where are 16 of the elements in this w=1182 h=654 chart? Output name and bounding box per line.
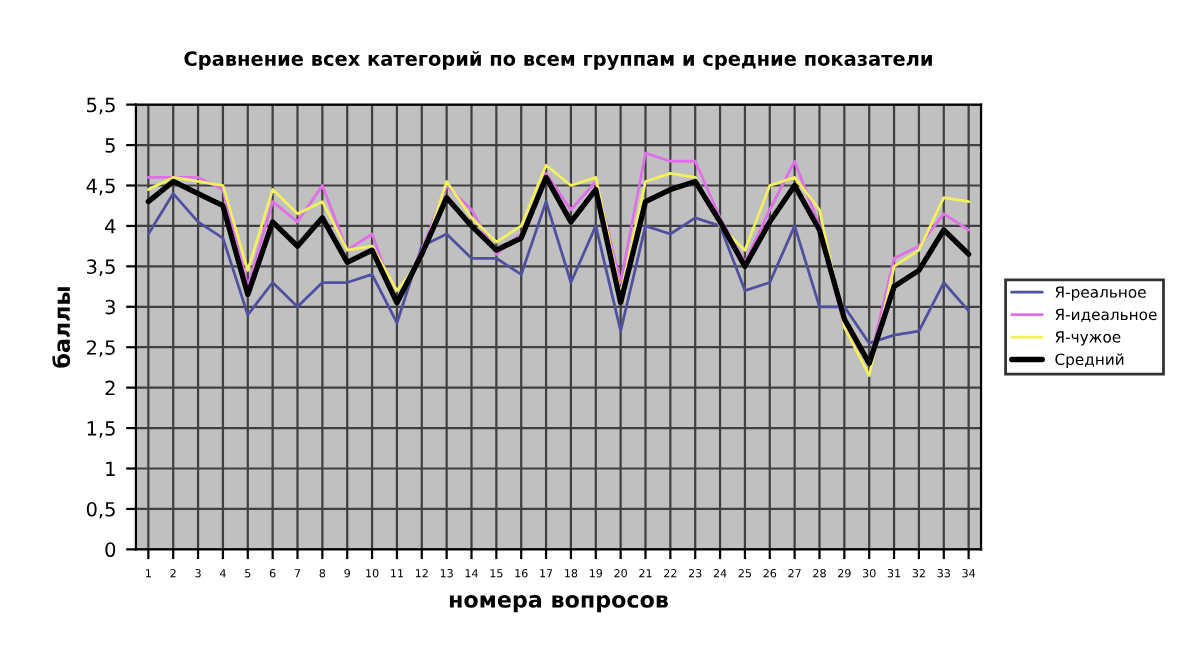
chart-title: Сравнение всех категорий по всем группам и средние показатели (184, 50, 932, 70)
y-tick-label: 4 (105, 219, 116, 234)
y-tick-label: 5 (105, 138, 115, 153)
y-tick-label: 0,5 (86, 501, 115, 519)
y-axis-title: баллы (52, 287, 71, 368)
y-tick-label: 0 (105, 542, 116, 558)
y-tick-label: 1,5 (87, 421, 115, 438)
y-tick-label: 5,5 (87, 97, 115, 115)
y-tick-label: 4,5 (86, 178, 115, 196)
y-tick-label: 1 (106, 461, 115, 476)
y-tick-label: 3,5 (87, 259, 115, 276)
x-axis-title: номера вопросов (449, 595, 668, 613)
y-tick-label: 2 (105, 380, 115, 396)
y-tick-label: 3 (105, 299, 115, 315)
line-series (146, 192, 971, 345)
y-tick-label: 2,5 (86, 340, 115, 357)
